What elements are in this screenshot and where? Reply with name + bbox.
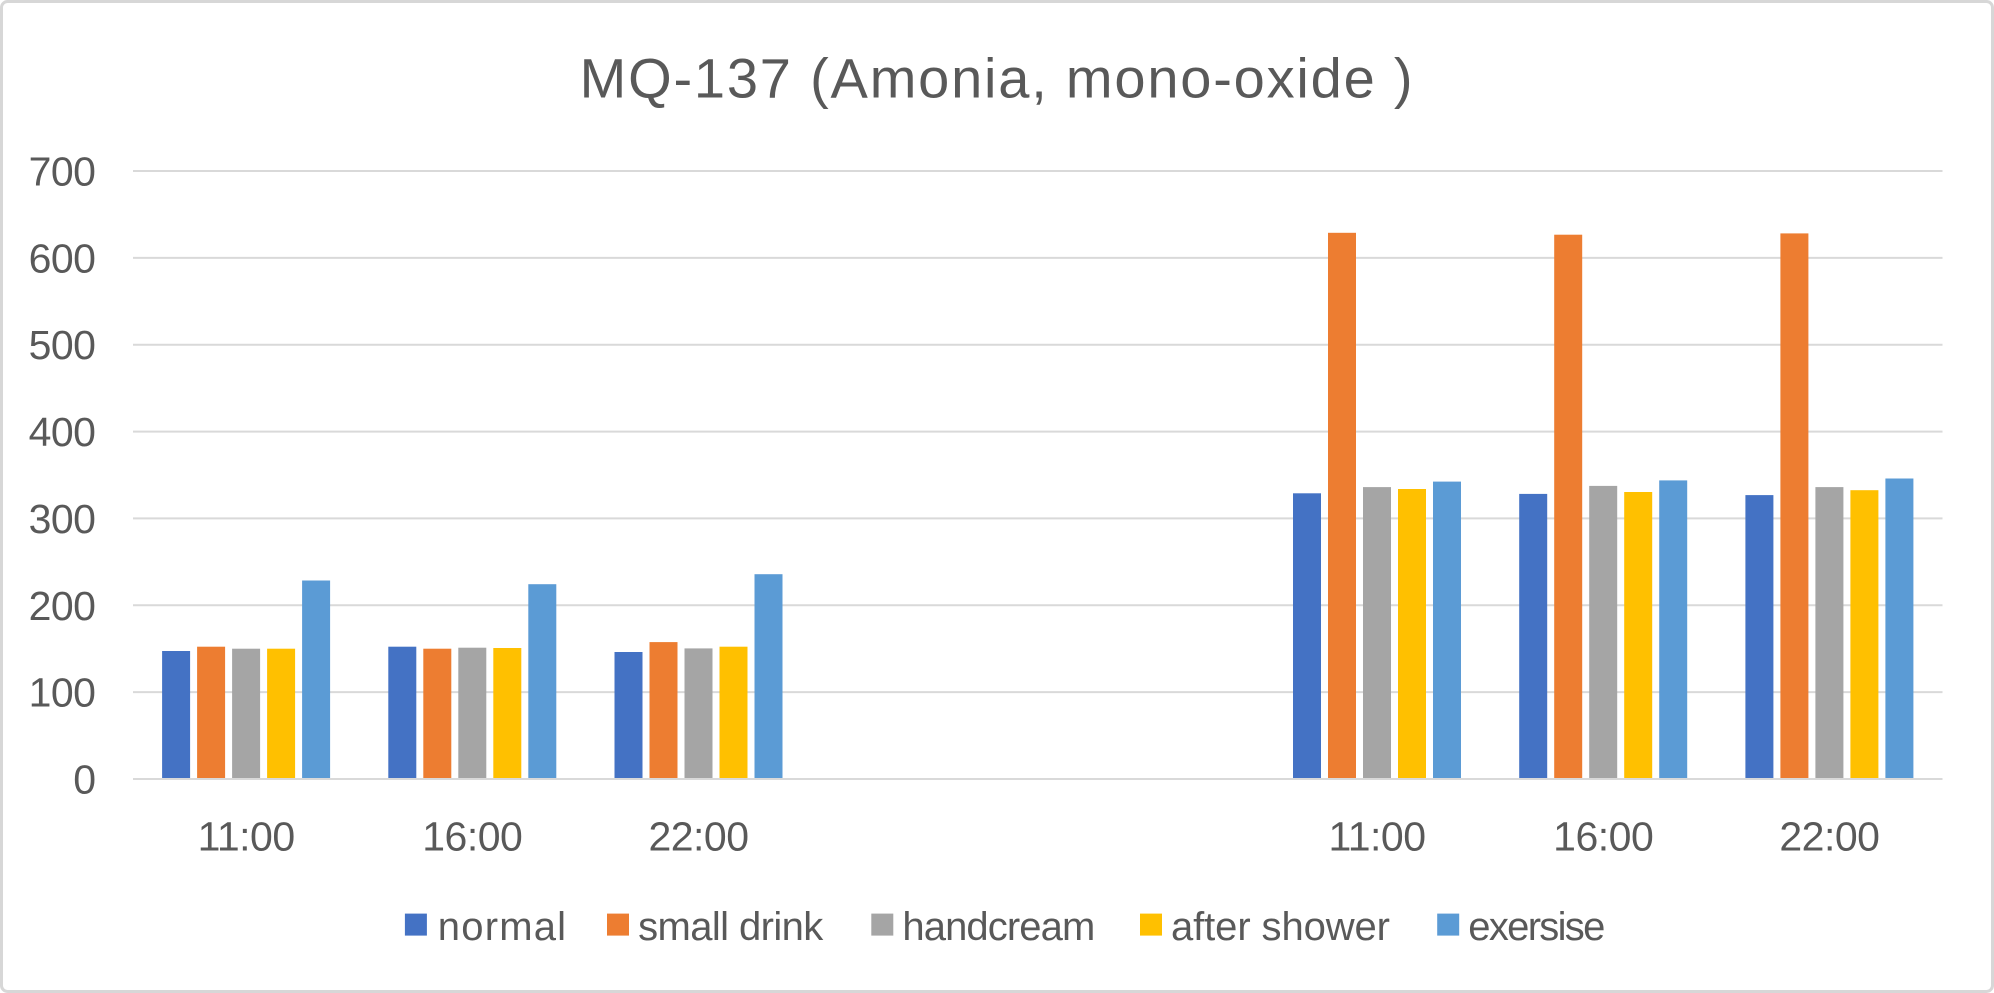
svg-text:16:00: 16:00 <box>422 814 522 860</box>
svg-text:after shower: after shower <box>1171 905 1390 949</box>
svg-text:700: 700 <box>29 149 96 195</box>
svg-text:600: 600 <box>29 235 96 281</box>
svg-text:handcream: handcream <box>902 905 1094 949</box>
svg-text:22:00: 22:00 <box>1779 814 1879 860</box>
svg-text:MQ-137 (Amonia, mono-oxide ): MQ-137 (Amonia, mono-oxide ) <box>580 46 1415 109</box>
svg-text:300: 300 <box>29 496 96 542</box>
svg-text:small drink: small drink <box>638 905 824 949</box>
svg-text:0: 0 <box>73 757 95 803</box>
svg-text:22:00: 22:00 <box>648 814 748 860</box>
svg-text:16:00: 16:00 <box>1553 814 1653 860</box>
svg-text:100: 100 <box>29 670 96 716</box>
svg-text:11:00: 11:00 <box>198 814 295 860</box>
svg-text:11:00: 11:00 <box>1328 814 1425 860</box>
svg-text:400: 400 <box>29 409 96 455</box>
svg-text:normal: normal <box>438 905 567 949</box>
svg-text:500: 500 <box>29 322 96 368</box>
svg-text:exersise: exersise <box>1468 905 1604 949</box>
svg-text:200: 200 <box>29 583 96 629</box>
